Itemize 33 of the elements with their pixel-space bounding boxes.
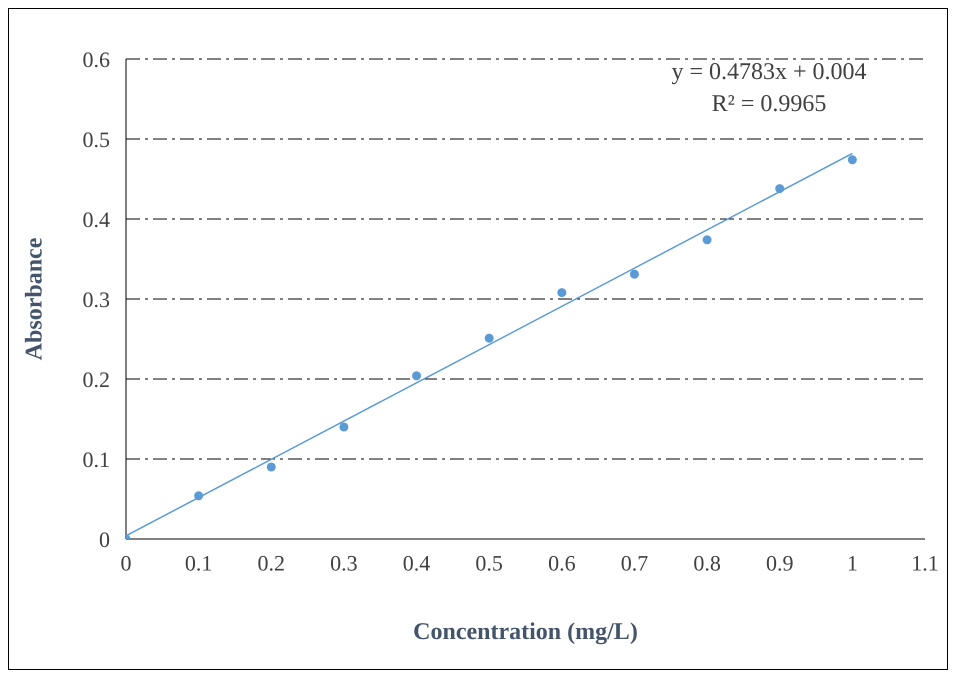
y-tick-label: 0: [99, 526, 110, 552]
point: [266, 462, 276, 472]
x-tick-label: 0.6: [548, 550, 576, 576]
y-axis-title: Absorbance: [22, 237, 48, 360]
point: [848, 155, 857, 164]
x-tick-label: 0.2: [258, 550, 286, 576]
x-tick-label: 0.1: [184, 550, 212, 576]
y-tick-label: 0.6: [82, 46, 110, 72]
y-tick-label: 0.2: [82, 366, 110, 392]
x-axis-title: Concentration (mg/L): [413, 619, 638, 645]
point: [412, 371, 422, 380]
annotation: R² = 0.9965: [710, 91, 828, 118]
y-tick-label: 0.3: [82, 286, 110, 312]
y-tick-label: 0.4: [82, 206, 110, 232]
point: [775, 184, 784, 194]
point: [702, 235, 712, 244]
x-tick-label: 0.3: [330, 550, 358, 576]
x-tick-label: 1: [846, 550, 858, 576]
x-tick-label: 0.4: [402, 550, 430, 576]
x-tick-label: 1.1: [911, 550, 939, 576]
point: [339, 422, 348, 432]
x-tick-label: 0.5: [475, 550, 503, 576]
point: [630, 270, 639, 279]
y-tick-label: 0.1: [82, 446, 110, 472]
x-tick-label: 0.7: [620, 550, 648, 576]
annotation: y = 0.4783x + 0.004: [670, 59, 868, 86]
y-tick-label: 0.5: [82, 126, 110, 152]
x-tick-label: 0.8: [693, 550, 721, 576]
point: [194, 491, 204, 500]
x-tick-label: 0: [120, 550, 132, 576]
point: [484, 334, 494, 343]
point: [557, 288, 566, 298]
x-tick-label: 0.9: [766, 550, 794, 576]
